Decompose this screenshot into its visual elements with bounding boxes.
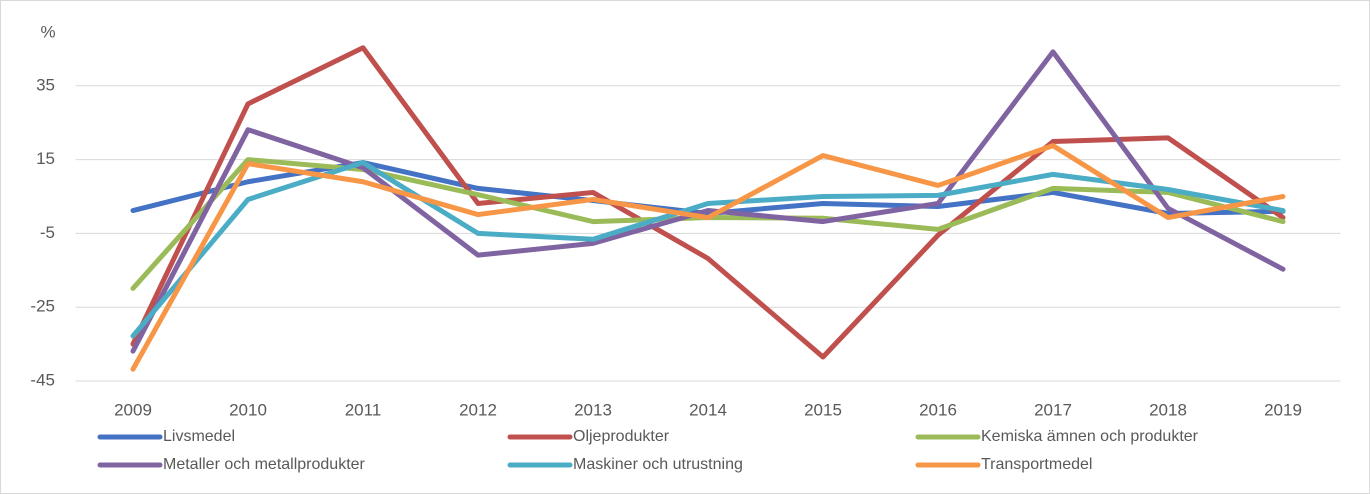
y-tick-label: -45	[30, 370, 55, 389]
y-tick-label: -5	[40, 223, 55, 242]
legend: Livsmedel Oljeprodukter Kemiska ämnen och …	[97, 428, 1199, 473]
x-tick-label: 2014	[689, 400, 727, 419]
line-series	[130, 160, 1286, 216]
legend-label: Metaller och metallprodukter	[163, 456, 366, 473]
line-series	[130, 143, 1286, 372]
y-axis-label: %	[40, 22, 55, 41]
y-tick-label: -25	[30, 297, 55, 316]
legend-label: Transportmedel	[981, 456, 1092, 473]
x-tick-label: 2019	[1264, 400, 1302, 419]
x-tick-label: 2017	[1034, 400, 1072, 419]
line-series	[130, 45, 1286, 360]
y-tick-label: 35	[36, 75, 55, 94]
x-tick-label: 2012	[459, 400, 497, 419]
legend-label: Kemiska ämnen och produkter	[981, 428, 1199, 445]
line-series	[130, 49, 1286, 354]
x-tick-label: 2018	[1149, 400, 1187, 419]
legend-label: Oljeprodukter	[573, 428, 670, 445]
x-tick-label: 2013	[574, 400, 612, 419]
x-tick-label: 2009	[114, 400, 152, 419]
x-tick-label: 2016	[919, 400, 957, 419]
x-tick-label: 2011	[345, 400, 382, 419]
x-tick-label: 2015	[804, 400, 842, 419]
x-tick-label: 2010	[229, 400, 267, 419]
legend-label: Maskiner och utrustning	[573, 456, 743, 473]
y-tick-label: 15	[36, 149, 55, 168]
legend-label: Livsmedel	[163, 428, 235, 445]
